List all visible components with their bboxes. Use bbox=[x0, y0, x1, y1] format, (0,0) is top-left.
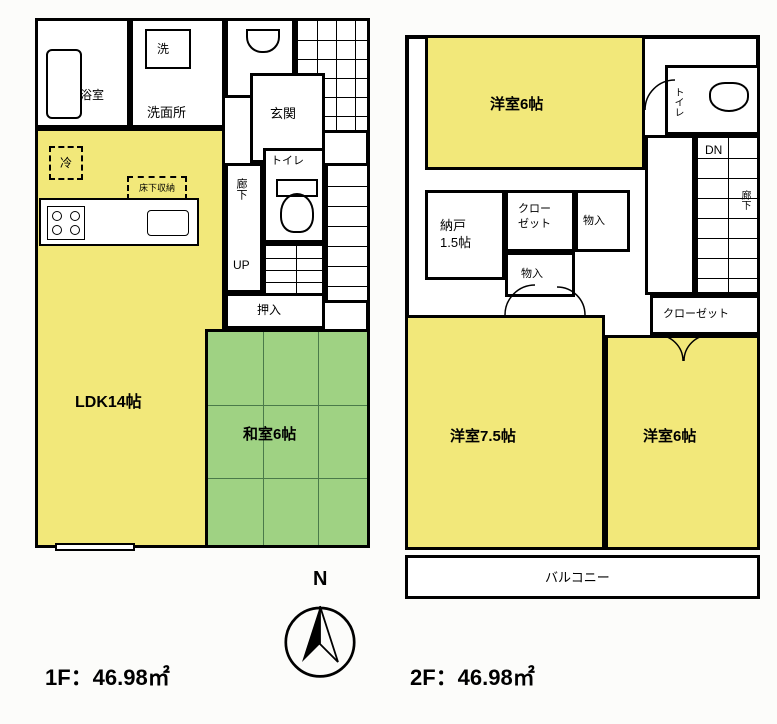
label-youshitsu-se: 洋室6帖 bbox=[643, 425, 696, 446]
label-nando2: 1.5帖 bbox=[440, 232, 471, 251]
compass: N bbox=[275, 590, 365, 680]
compass-letter: N bbox=[313, 568, 327, 591]
label-toilet-2f: トイレ bbox=[670, 87, 685, 117]
label-rouka: 廊下 bbox=[233, 178, 249, 200]
label-closet-c1: クロー bbox=[518, 200, 551, 216]
footer-1f: 1F：46.98㎡ bbox=[45, 660, 170, 692]
label-washitsu: 和室6帖 bbox=[243, 423, 296, 444]
label-closet-c2: ゼット bbox=[518, 215, 551, 231]
label-senmenjo: 洗面所 bbox=[147, 102, 186, 121]
label-dn: DN bbox=[705, 143, 722, 157]
label-mono1: 物入 bbox=[583, 212, 605, 228]
label-rei: 冷 bbox=[60, 156, 72, 170]
label-rouka-2f: 廊下 bbox=[737, 190, 752, 210]
label-yukashita: 床下収納 bbox=[139, 183, 175, 193]
room-stairs-2f bbox=[695, 135, 760, 295]
label-youshitsu-n: 洋室6帖 bbox=[490, 93, 543, 114]
yukashita-marker: 床下収納 bbox=[127, 176, 187, 200]
label-youshitsu-sw: 洋室7.5帖 bbox=[450, 425, 516, 446]
label-toilet-1f: トイレ bbox=[271, 152, 304, 168]
label-mono2: 物入 bbox=[521, 265, 543, 281]
label-ldk: LDK14帖 bbox=[75, 388, 142, 412]
kitchen-counter bbox=[39, 198, 199, 246]
room-stair-upper bbox=[325, 163, 370, 303]
label-sen: 洗 bbox=[157, 40, 169, 57]
label-up: UP bbox=[233, 258, 250, 272]
label-closet-e: クローゼット bbox=[663, 305, 729, 321]
fridge-marker: 冷 bbox=[49, 146, 83, 180]
footer-2f: 2F：46.98㎡ bbox=[410, 660, 535, 692]
label-genkan: 玄関 bbox=[270, 103, 296, 122]
label-balcony: バルコニー bbox=[545, 567, 610, 586]
label-yokushitsu: 浴室 bbox=[80, 86, 104, 103]
floor-1f: 浴室 洗 洗面所 玄関 LDK14帖 冷 床下収納 bbox=[35, 18, 370, 578]
room-hall-2f bbox=[645, 135, 695, 295]
window-sw bbox=[55, 543, 135, 551]
room-yokushitsu bbox=[35, 18, 130, 128]
label-oshiire: 押入 bbox=[257, 301, 281, 318]
floor-2f: 洋室6帖 トイレ DN 廊下 納戸 1.5帖 クロー ゼット 物入 物入 クロー… bbox=[405, 35, 760, 615]
